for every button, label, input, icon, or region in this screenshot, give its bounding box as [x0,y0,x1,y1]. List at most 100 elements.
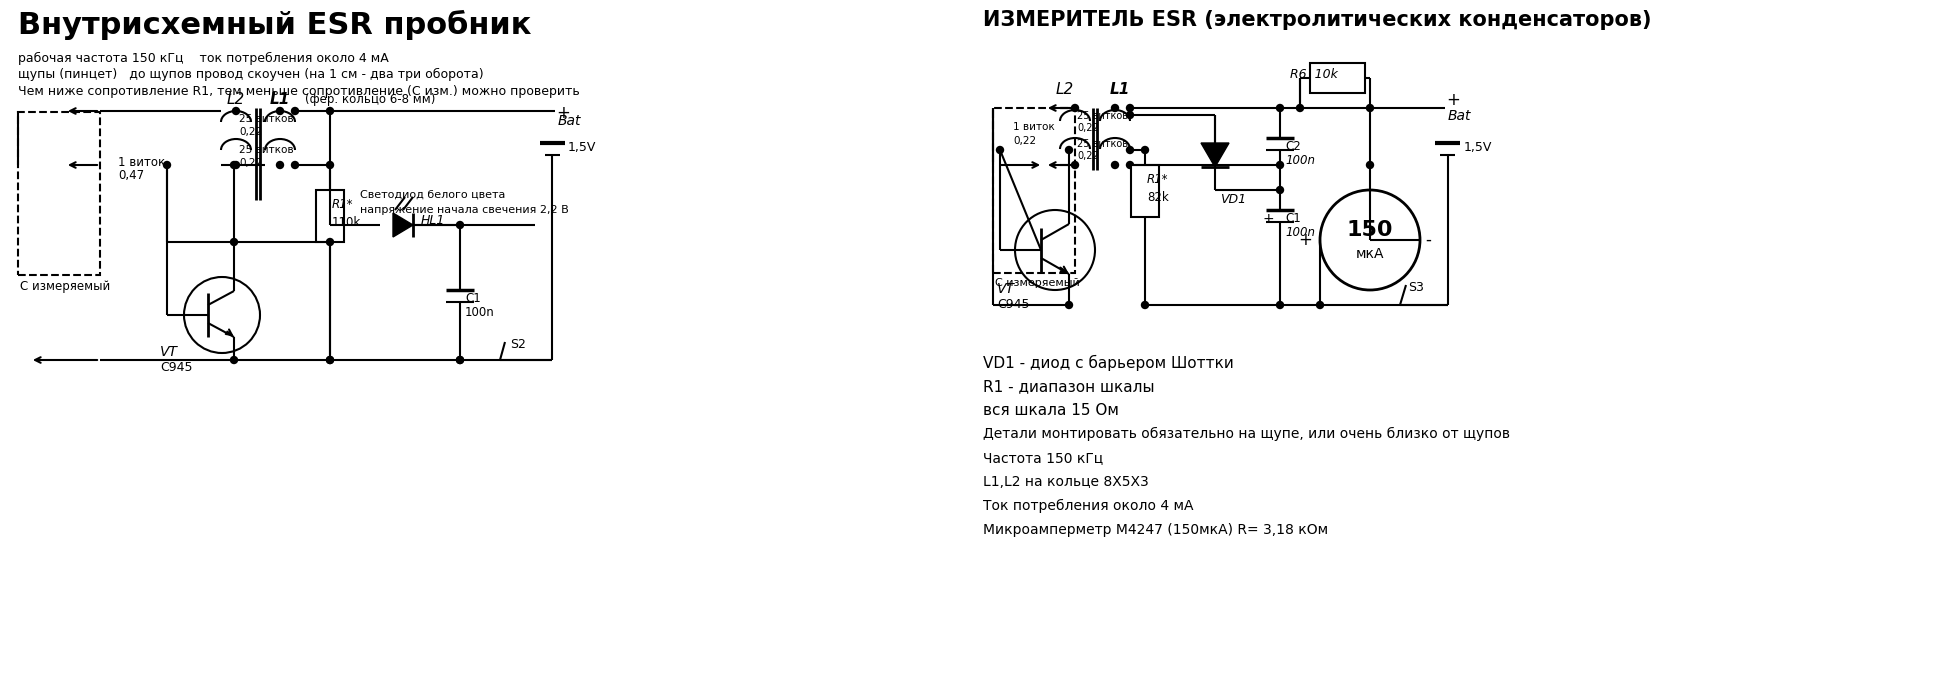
Text: VT: VT [997,282,1014,296]
Circle shape [1367,161,1373,169]
Text: Детали монтировать обязательно на щупе, или очень близко от щупов: Детали монтировать обязательно на щупе, … [983,427,1510,441]
Text: ИЗМЕРИТЕЛЬ ESR (электролитических конденсаторов): ИЗМЕРИТЕЛЬ ESR (электролитических конден… [983,10,1652,30]
Circle shape [326,357,334,363]
Text: 0,22: 0,22 [238,127,262,137]
Circle shape [233,108,240,115]
Circle shape [277,161,283,169]
Text: щупы (пинцет)   до щупов провод скоучен (на 1 см - два три оборота): щупы (пинцет) до щупов провод скоучен (н… [17,68,483,81]
Text: 0,22: 0,22 [238,158,262,168]
Circle shape [456,357,463,363]
Text: С измеряемый: С измеряемый [995,278,1080,288]
Text: L2: L2 [1057,81,1074,96]
Text: L2: L2 [227,92,244,108]
Circle shape [1127,146,1134,153]
Text: 25 витков: 25 витков [238,114,293,124]
Text: 0,47: 0,47 [118,170,143,182]
Circle shape [1276,302,1284,308]
Text: Ток потребления около 4 мА: Ток потребления около 4 мА [983,499,1194,513]
Text: R1*: R1* [1148,173,1169,186]
Circle shape [1276,161,1284,169]
Circle shape [997,146,1004,153]
Bar [1130,165,1160,217]
Text: 0,22: 0,22 [1076,123,1099,133]
Text: Микроамперметр М4247 (150мкА) R= 3,18 кОм: Микроамперметр М4247 (150мкА) R= 3,18 кО… [983,523,1328,537]
Text: 1,5V: 1,5V [1464,140,1493,153]
Text: Светодиод белого цвета: Светодиод белого цвета [361,190,506,200]
Circle shape [291,161,299,169]
Text: R1*: R1* [332,198,353,211]
Text: +: + [1262,212,1274,226]
Text: 110k: 110k [332,216,361,229]
Text: 1,5V: 1,5V [568,140,597,153]
Text: С измеряемый: С измеряемый [19,280,111,293]
Circle shape [326,108,334,115]
Text: (фер. кольцо 6-8 мм): (фер. кольцо 6-8 мм) [304,94,436,106]
Text: L1,L2 на кольце 8Х5Х3: L1,L2 на кольце 8Х5Х3 [983,475,1148,489]
Circle shape [233,161,240,169]
Text: 100n: 100n [1286,154,1315,167]
Circle shape [326,239,334,245]
Text: S3: S3 [1408,281,1423,294]
Circle shape [291,108,299,115]
Circle shape [1142,146,1148,153]
Text: 0,22: 0,22 [1012,136,1035,146]
Circle shape [1297,104,1303,111]
Text: рабочая частота 150 кГц    ток потребления около 4 мА: рабочая частота 150 кГц ток потребления … [17,52,388,65]
Bar [316,190,343,242]
Text: +: + [1446,91,1460,109]
Text: 1 виток: 1 виток [1012,122,1055,132]
Text: Bat: Bat [1448,109,1472,123]
Polygon shape [1200,143,1229,167]
Text: Bat: Bat [558,114,582,128]
Text: 100n: 100n [465,306,494,319]
Circle shape [1142,302,1148,308]
Circle shape [1072,104,1078,111]
Circle shape [1127,111,1134,119]
Text: 1 виток: 1 виток [118,155,165,169]
Text: L1: L1 [1109,81,1130,96]
Circle shape [1367,104,1373,111]
Circle shape [1066,146,1072,153]
Text: 0,22: 0,22 [1076,151,1099,161]
Text: +: + [1297,231,1313,249]
Circle shape [326,161,334,169]
Circle shape [163,161,171,169]
Circle shape [326,357,334,363]
Text: 25 витков: 25 витков [1076,111,1128,121]
Circle shape [1276,104,1284,111]
Circle shape [231,239,237,245]
Text: R6  10k: R6 10k [1289,68,1338,81]
Circle shape [1072,161,1078,169]
Text: 25 витков: 25 витков [238,145,293,155]
Circle shape [1111,104,1119,111]
Circle shape [1111,161,1119,169]
Text: VD1: VD1 [1220,193,1247,206]
Text: C1: C1 [465,292,481,305]
Text: VD1 - диод с барьером Шоттки: VD1 - диод с барьером Шоттки [983,355,1233,371]
Text: 25 витков: 25 витков [1076,139,1128,149]
Circle shape [456,357,463,363]
Text: C2: C2 [1286,140,1301,153]
Text: +: + [556,104,570,122]
Bar [993,108,1074,273]
Circle shape [231,357,237,363]
Text: 150: 150 [1348,220,1394,240]
Text: 100n: 100n [1286,226,1315,239]
Circle shape [277,108,283,115]
Circle shape [1276,186,1284,193]
Text: напряжение начала свечения 2,2 В: напряжение начала свечения 2,2 В [361,205,568,215]
Bar [17,112,101,275]
Text: Внутрисхемный ESR пробник: Внутрисхемный ESR пробник [17,10,531,40]
Text: HL1: HL1 [421,214,446,226]
Text: L1: L1 [270,92,291,108]
Text: C945: C945 [997,298,1030,311]
Circle shape [1066,302,1072,308]
Text: R1 - диапазон шкалы: R1 - диапазон шкалы [983,379,1154,394]
Text: 82k: 82k [1148,191,1169,204]
Text: Частота 150 кГц: Частота 150 кГц [983,451,1103,465]
Circle shape [456,222,463,228]
Circle shape [1127,161,1134,169]
Text: S2: S2 [510,338,525,351]
Text: C1: C1 [1286,212,1301,225]
Text: -: - [1425,231,1431,249]
